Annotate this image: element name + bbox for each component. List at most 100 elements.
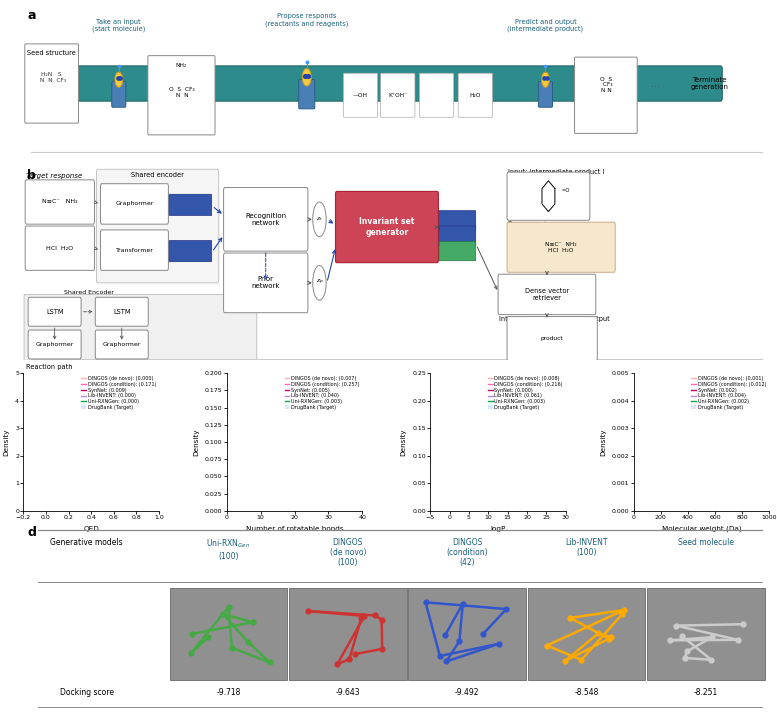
Text: Transformer: Transformer <box>116 248 153 253</box>
Point <box>92 148 102 157</box>
FancyBboxPatch shape <box>343 73 378 117</box>
FancyBboxPatch shape <box>507 222 615 272</box>
Text: LSTM: LSTM <box>113 308 131 315</box>
Text: -8.251: -8.251 <box>694 688 718 697</box>
Text: =O: =O <box>561 188 570 193</box>
FancyBboxPatch shape <box>439 211 476 230</box>
FancyBboxPatch shape <box>96 298 148 327</box>
Y-axis label: Density: Density <box>193 429 200 456</box>
FancyBboxPatch shape <box>458 73 493 117</box>
FancyBboxPatch shape <box>439 226 476 245</box>
FancyBboxPatch shape <box>100 184 169 224</box>
FancyBboxPatch shape <box>25 44 78 123</box>
Text: Recognition
network: Recognition network <box>246 213 286 226</box>
Text: —OH: —OH <box>353 93 368 98</box>
Legend: DINGOS (de novo): (0.001), DINGOS (condition): (0.012), SynNet: (0.002), Lib-INV: DINGOS (de novo): (0.001), DINGOS (condi… <box>691 376 767 411</box>
Text: Propose responds
(reactants and reagents): Propose responds (reactants and reagents… <box>265 13 348 27</box>
X-axis label: QED: QED <box>83 526 99 531</box>
Text: Response +: Response + <box>508 222 548 227</box>
Text: O  S  CF₃
 N  N: O S CF₃ N N <box>169 87 194 98</box>
Text: DINGOS
(de novo)
(100): DINGOS (de novo) (100) <box>329 538 366 568</box>
FancyBboxPatch shape <box>336 191 438 263</box>
Point <box>20 526 30 534</box>
Text: Terminate
generation: Terminate generation <box>691 77 729 90</box>
Text: Generative models: Generative models <box>51 538 123 547</box>
Text: -9.718: -9.718 <box>216 688 241 697</box>
FancyBboxPatch shape <box>289 588 406 680</box>
FancyBboxPatch shape <box>538 81 552 107</box>
X-axis label: Number of rotatable bonds: Number of rotatable bonds <box>246 526 343 531</box>
Text: LSTM: LSTM <box>46 308 64 315</box>
Text: N≡C⁻  NH₂
HCl  H₂O: N≡C⁻ NH₂ HCl H₂O <box>545 242 577 253</box>
Text: HCl  H₂O: HCl H₂O <box>47 245 73 251</box>
Text: Prior
network: Prior network <box>252 277 280 290</box>
FancyBboxPatch shape <box>100 230 169 270</box>
FancyBboxPatch shape <box>169 588 287 680</box>
Text: product: product <box>541 336 563 341</box>
FancyBboxPatch shape <box>574 57 637 133</box>
FancyBboxPatch shape <box>96 330 148 359</box>
Text: K⁺OH⁻: K⁺OH⁻ <box>388 93 407 98</box>
FancyBboxPatch shape <box>224 253 308 313</box>
Text: DINGOS
(condition)
(42): DINGOS (condition) (42) <box>446 538 488 568</box>
Text: O  S
  CF₃
 N N: O S CF₃ N N <box>599 77 613 93</box>
FancyBboxPatch shape <box>381 73 415 117</box>
Text: $z_p$: $z_p$ <box>315 278 323 287</box>
Text: Graphormer: Graphormer <box>103 342 141 347</box>
Circle shape <box>312 202 326 237</box>
Text: $z_r$: $z_r$ <box>315 215 323 223</box>
FancyBboxPatch shape <box>169 194 211 216</box>
Text: Lib-INVENT
(100): Lib-INVENT (100) <box>565 538 608 557</box>
Text: Shared encoder: Shared encoder <box>131 172 184 178</box>
FancyBboxPatch shape <box>24 295 256 362</box>
Text: Intermediate product i+1: output: Intermediate product i+1: output <box>499 316 610 321</box>
Point <box>20 578 30 586</box>
Text: a: a <box>27 9 36 22</box>
FancyBboxPatch shape <box>420 73 454 117</box>
X-axis label: logP: logP <box>490 526 506 531</box>
Text: Seed molecule: Seed molecule <box>678 538 733 547</box>
FancyBboxPatch shape <box>439 242 476 261</box>
Circle shape <box>542 72 549 88</box>
Legend: DINGOS (de novo): (0.000), DINGOS (condition): (0.171), SynNet: (0.009), Lib-INV: DINGOS (de novo): (0.000), DINGOS (condi… <box>81 376 156 411</box>
FancyBboxPatch shape <box>507 172 590 220</box>
Circle shape <box>115 72 123 88</box>
Text: b: b <box>27 169 36 182</box>
Y-axis label: Density: Density <box>601 429 606 456</box>
Text: Docking score: Docking score <box>60 688 113 697</box>
FancyBboxPatch shape <box>224 188 308 251</box>
FancyBboxPatch shape <box>169 240 211 261</box>
FancyBboxPatch shape <box>25 180 95 224</box>
Text: -9.492: -9.492 <box>455 688 479 697</box>
FancyBboxPatch shape <box>498 274 596 315</box>
Legend: DINGOS (de novo): (0.008), DINGOS (condition): (0.216), SynNet: (0.000), Lib-INV: DINGOS (de novo): (0.008), DINGOS (condi… <box>488 376 563 411</box>
Text: NH₂: NH₂ <box>176 63 187 68</box>
FancyBboxPatch shape <box>25 226 95 270</box>
Text: Graphormer: Graphormer <box>36 342 74 347</box>
Text: Reaction path: Reaction path <box>26 363 73 370</box>
Text: H₂N   S
 N  N  CF₃: H₂N S N N CF₃ <box>37 72 66 83</box>
Text: H₂O: H₂O <box>469 93 481 98</box>
Circle shape <box>312 266 326 300</box>
Y-axis label: Density: Density <box>401 429 406 456</box>
Circle shape <box>302 68 312 86</box>
Text: Graphormer: Graphormer <box>115 201 154 206</box>
Point <box>92 703 102 712</box>
Text: Predict and output
(intermediate product): Predict and output (intermediate product… <box>507 19 584 33</box>
Point <box>19 148 29 157</box>
FancyBboxPatch shape <box>148 56 215 135</box>
FancyBboxPatch shape <box>112 81 126 107</box>
Point <box>92 578 102 586</box>
Text: Uni-RXN$_{Gen}$
(100): Uni-RXN$_{Gen}$ (100) <box>207 538 250 560</box>
Text: Input: intermediate product i: Input: intermediate product i <box>508 169 605 175</box>
FancyBboxPatch shape <box>408 588 526 680</box>
Text: Dense vector
retriever: Dense vector retriever <box>524 288 569 301</box>
Text: Target response: Target response <box>26 173 82 180</box>
Text: Take an input
(start molecule): Take an input (start molecule) <box>92 19 145 33</box>
FancyBboxPatch shape <box>528 588 646 680</box>
FancyBboxPatch shape <box>28 298 81 327</box>
FancyBboxPatch shape <box>298 80 315 109</box>
Y-axis label: Density: Density <box>4 429 9 456</box>
Legend: DINGOS (de novo): (0.007), DINGOS (condition): (0.257), SynNet: (0.005), Lib-INV: DINGOS (de novo): (0.007), DINGOS (condi… <box>284 376 360 411</box>
Point <box>20 703 30 712</box>
